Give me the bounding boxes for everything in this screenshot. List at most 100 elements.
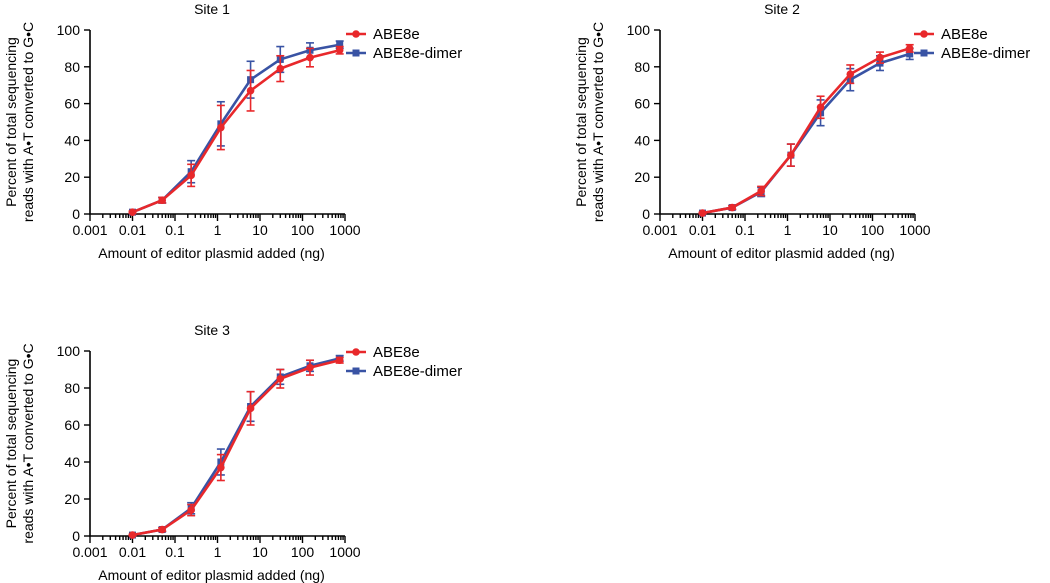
x-tick-label: 0.1 (735, 222, 755, 238)
x-tick-label: 0.001 (642, 222, 677, 238)
x-tick-label: 0.01 (119, 544, 146, 560)
data-point (246, 86, 255, 95)
legend-item: ABE8e-dimer (346, 363, 462, 380)
chart-title: Site 3 (194, 322, 230, 338)
y-tick-label: 0 (72, 206, 80, 222)
y-axis-label-line-2: reads with A•T converted to G•C (590, 22, 606, 222)
data-point (158, 525, 167, 534)
series-line (702, 52, 911, 215)
legend-item: ABE8e-dimer (346, 45, 462, 62)
series-abe8e (698, 43, 914, 217)
legend-label: ABE8e-dimer (373, 363, 462, 380)
x-tick-label: 0.1 (165, 544, 185, 560)
data-point (906, 50, 914, 58)
x-tick-label: 0.001 (72, 222, 107, 238)
y-axis-label-line-1: Percent of total sequencing (3, 359, 19, 529)
legend-label: ABE8e (373, 344, 420, 361)
y-tick-label: 100 (57, 22, 81, 38)
data-point (335, 356, 344, 365)
data-point (246, 404, 255, 413)
data-point (905, 44, 914, 53)
y-tick-label: 40 (64, 132, 80, 148)
data-point (876, 53, 884, 62)
chart-title: Site 1 (194, 1, 230, 17)
data-point (187, 506, 195, 514)
series-abe8e (128, 45, 344, 216)
y-tick-label: 20 (64, 491, 80, 507)
x-axis-label: Amount of editor plasmid added (ng) (98, 567, 324, 583)
chart-title: Site 2 (764, 1, 800, 17)
legend-item: ABE8e (346, 26, 420, 43)
x-tick-label: 0.1 (165, 222, 185, 238)
data-point (306, 53, 314, 62)
x-tick-label: 100 (291, 544, 315, 560)
series-abe8e (128, 356, 344, 539)
series-line (132, 357, 341, 537)
data-point (728, 203, 737, 212)
y-tick-label: 0 (642, 206, 650, 222)
y-tick-label: 100 (57, 343, 81, 359)
x-tick-label: 0.01 (119, 222, 146, 238)
legend-marker (352, 49, 360, 57)
axes (89, 351, 345, 537)
legend-marker (352, 30, 360, 38)
series-line (132, 358, 341, 537)
data-point (757, 187, 765, 195)
x-tick-label: 1000 (329, 544, 360, 560)
x-tick-label: 1 (214, 544, 222, 560)
legend-label: ABE8e (373, 26, 420, 43)
x-tick-label: 10 (252, 544, 268, 560)
data-point (816, 103, 825, 112)
x-tick-label: 0.01 (689, 222, 716, 238)
data-point (335, 46, 344, 55)
data-point (698, 209, 707, 217)
y-tick-label: 60 (64, 417, 80, 433)
data-point (787, 151, 795, 159)
legend-label: ABE8e (941, 26, 988, 43)
chart-site-1: Site 1 0 20 40 60 80 100 0.001 0.01 0.1 1 10 100 1000… (3, 1, 462, 261)
chart-site-3: Site 3 0 20 40 60 80 100 0.001 0.01 0.1 1 10 100 1000… (3, 322, 462, 583)
y-tick-label: 80 (64, 59, 80, 75)
data-point (128, 208, 137, 216)
legend-item: ABE8e (914, 26, 988, 43)
series-line (702, 47, 911, 215)
y-tick-label: 0 (72, 528, 80, 544)
data-point (276, 374, 285, 383)
data-point (187, 171, 195, 180)
data-point (846, 70, 855, 78)
data-point (336, 41, 344, 49)
data-point (158, 196, 167, 204)
legend-item: ABE8e (346, 344, 420, 361)
x-axis-label: Amount of editor plasmid added (ng) (98, 245, 324, 261)
legend-label: ABE8e-dimer (373, 45, 462, 62)
data-point (276, 64, 285, 73)
chart-site-2: Site 2 0 20 40 60 80 100 0.001 0.01 0.1 1 10 100 1000… (573, 1, 1030, 261)
series-line (132, 48, 341, 214)
legend-marker (920, 49, 928, 57)
y-axis-label-line-1: Percent of total sequencing (3, 37, 19, 207)
x-tick-label: 1000 (329, 222, 360, 238)
y-axis-label-line-1: Percent of total sequencing (573, 37, 589, 207)
x-tick-label: 1 (784, 222, 792, 238)
x-tick-label: 10 (252, 222, 268, 238)
y-axis-label-line-2: reads with A•T converted to G•C (20, 343, 36, 543)
y-tick-label: 40 (634, 132, 650, 148)
data-point (306, 363, 314, 372)
y-tick-label: 20 (634, 169, 650, 185)
y-tick-label: 100 (627, 22, 651, 38)
legend-marker (920, 30, 928, 38)
legend-label: ABE8e-dimer (941, 45, 1030, 62)
x-tick-label: 0.001 (72, 544, 107, 560)
series-line (132, 43, 340, 214)
data-point (217, 123, 225, 132)
legend-marker (352, 367, 360, 375)
x-axis-label: Amount of editor plasmid added (ng) (668, 245, 894, 261)
y-tick-label: 60 (634, 96, 650, 112)
y-tick-label: 60 (64, 96, 80, 112)
x-tick-label: 1 (214, 222, 222, 238)
series-abe8e-dimer (128, 354, 344, 539)
data-point (128, 531, 137, 539)
legend-marker (352, 348, 360, 356)
y-axis-label-line-2: reads with A•T converted to G•C (20, 22, 36, 222)
